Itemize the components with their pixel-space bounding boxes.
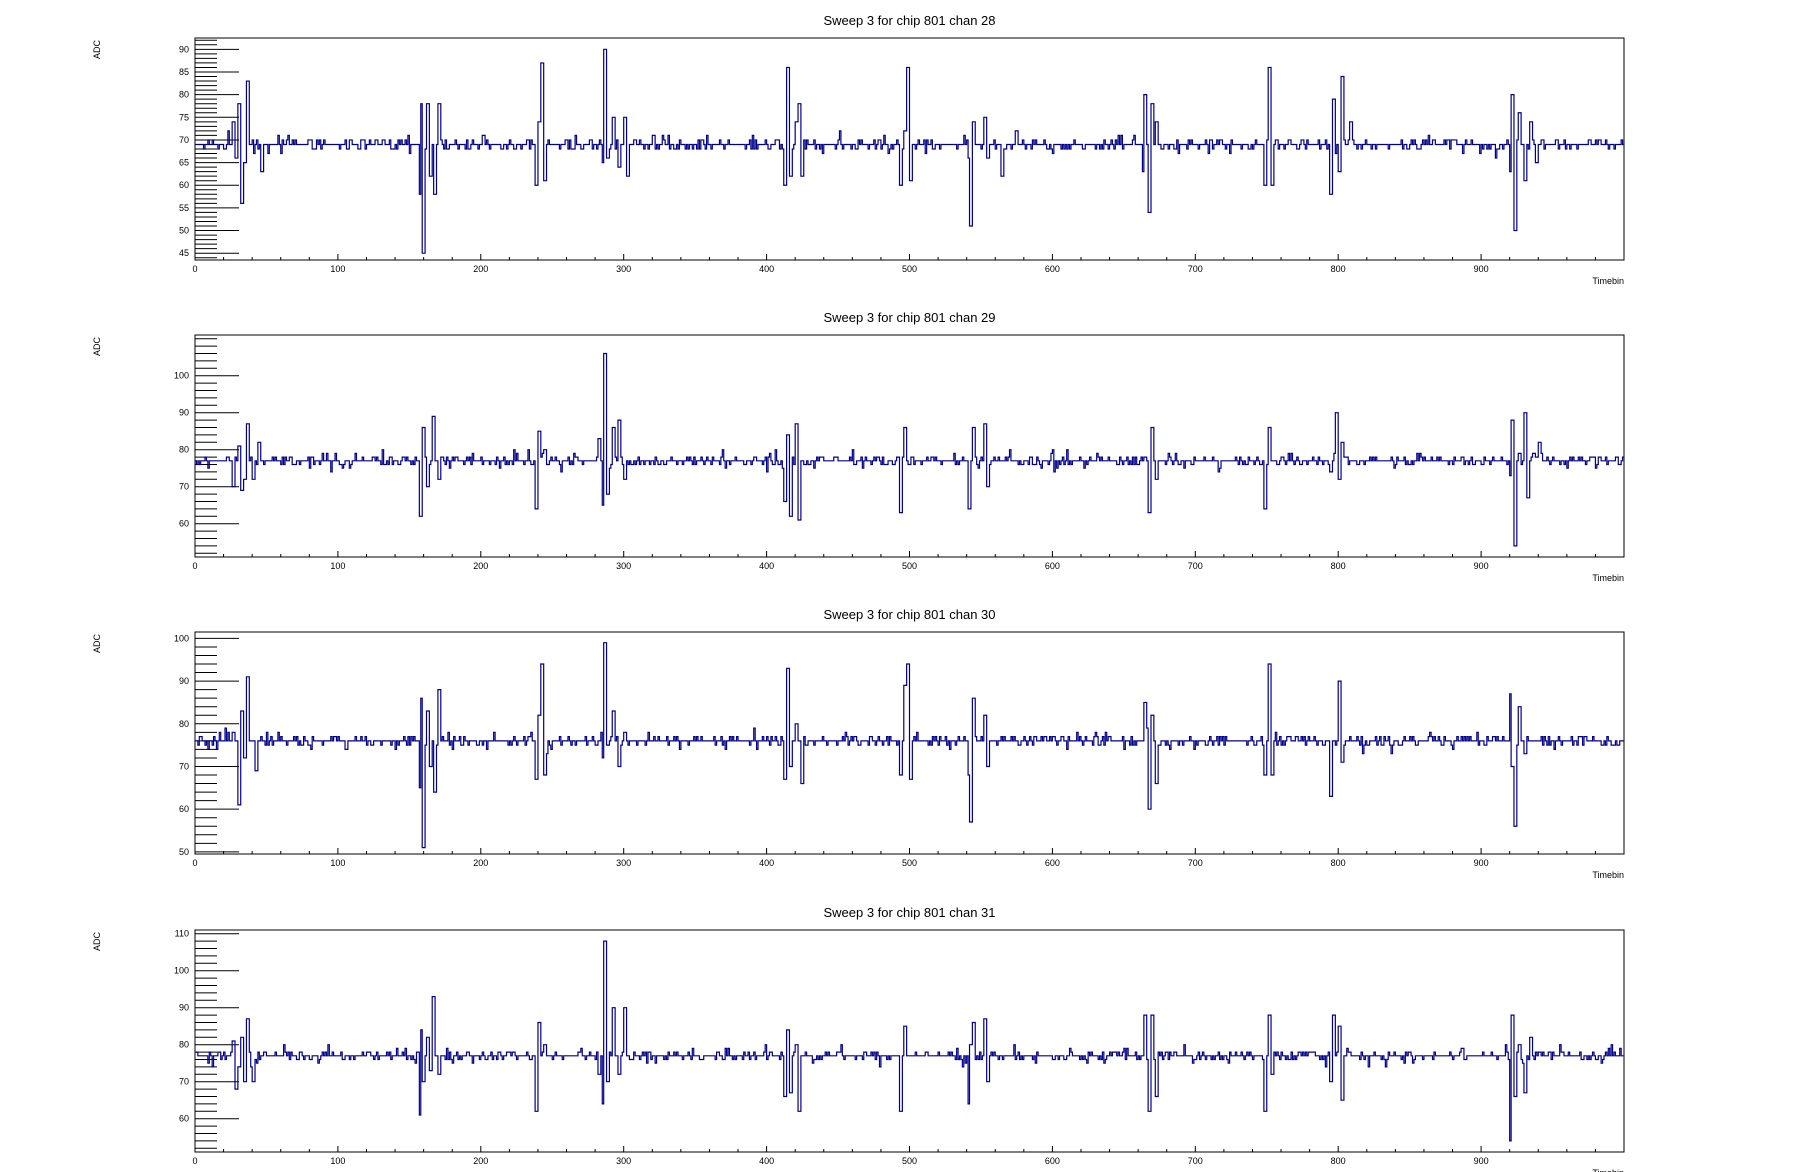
chart-title: Sweep 3 for chip 801 chan 29 [823,310,995,325]
chart-title: Sweep 3 for chip 801 chan 30 [823,607,995,622]
x-axis-label: Timebin [1592,870,1624,880]
adc-series-line [195,352,1624,547]
y-axis-label: ADC [92,40,102,60]
x-tick-label: 300 [616,561,631,571]
x-tick-label: 100 [330,561,345,571]
y-tick-label: 60 [179,519,189,529]
adc-series-line [195,642,1624,849]
x-tick-label: 400 [759,1156,774,1166]
plot-frame [194,929,1625,1153]
chart-title: Sweep 3 for chip 801 chan 28 [823,13,995,28]
x-tick-label: 600 [1045,561,1060,571]
y-tick-label: 100 [174,371,189,381]
y-tick-label: 50 [179,847,189,857]
y-tick-label: 75 [179,112,189,122]
y-tick-label: 70 [179,761,189,771]
x-tick-label: 0 [192,264,197,274]
x-tick-label: 700 [1188,561,1203,571]
chart-panel-0: Sweep 3 for chip 801 chan 28 ADC Timebin 45… [92,13,1625,286]
chart-panel-3: Sweep 3 for chip 801 chan 31 ADC Timebin 60… [92,905,1625,1172]
x-tick-label: 800 [1331,1156,1346,1166]
chart-panel-2: Sweep 3 for chip 801 chan 30 ADC Timebin 50… [92,607,1625,880]
x-tick-label: 600 [1045,858,1060,868]
y-tick-label: 60 [179,180,189,190]
x-tick-label: 900 [1474,1156,1489,1166]
y-axis-label: ADC [92,634,102,654]
x-tick-label: 400 [759,561,774,571]
y-tick-label: 70 [179,482,189,492]
x-tick-label: 700 [1188,858,1203,868]
x-tick-label: 400 [759,264,774,274]
x-tick-label: 100 [330,1156,345,1166]
x-tick-label: 500 [902,1156,917,1166]
y-tick-label: 70 [179,1077,189,1087]
y-tick-label: 45 [179,248,189,258]
x-tick-label: 300 [616,858,631,868]
y-tick-label: 90 [179,408,189,418]
x-tick-label: 900 [1474,858,1489,868]
x-tick-label: 200 [473,1156,488,1166]
x-tick-label: 300 [616,1156,631,1166]
x-tick-label: 500 [902,858,917,868]
y-tick-label: 90 [179,676,189,686]
x-tick-label: 0 [192,858,197,868]
y-tick-label: 50 [179,226,189,236]
y-tick-label: 85 [179,67,189,77]
x-axis-label: Timebin [1592,573,1624,583]
x-tick-label: 100 [330,264,345,274]
x-tick-label: 100 [330,858,345,868]
x-tick-label: 900 [1474,264,1489,274]
x-tick-label: 400 [759,858,774,868]
plot-frame [194,334,1625,558]
y-tick-label: 80 [179,90,189,100]
x-tick-label: 900 [1474,561,1489,571]
x-tick-label: 600 [1045,1156,1060,1166]
x-tick-label: 800 [1331,561,1346,571]
adc-series-line [195,940,1624,1142]
y-tick-label: 60 [179,804,189,814]
x-tick-label: 600 [1045,264,1060,274]
chart-title: Sweep 3 for chip 801 chan 31 [823,905,995,920]
x-tick-label: 300 [616,264,631,274]
y-tick-label: 60 [179,1114,189,1124]
y-tick-label: 100 [174,633,189,643]
x-tick-label: 200 [473,264,488,274]
x-tick-label: 700 [1188,1156,1203,1166]
y-tick-label: 80 [179,1040,189,1050]
y-tick-label: 65 [179,158,189,168]
y-tick-label: 80 [179,719,189,729]
x-tick-label: 500 [902,561,917,571]
y-tick-label: 70 [179,135,189,145]
y-axis-label: ADC [92,337,102,357]
y-axis-label: ADC [92,932,102,952]
x-tick-label: 800 [1331,264,1346,274]
x-tick-label: 200 [473,561,488,571]
adc-series-line [195,48,1624,254]
x-axis-label: Timebin [1592,276,1624,286]
x-tick-label: 0 [192,561,197,571]
y-tick-label: 110 [175,929,189,939]
x-tick-label: 500 [902,264,917,274]
y-tick-label: 90 [179,1003,189,1013]
chart-panel-1: Sweep 3 for chip 801 chan 29 ADC Timebin 60… [92,310,1625,583]
x-tick-label: 700 [1188,264,1203,274]
y-tick-label: 100 [174,966,189,976]
x-tick-label: 0 [192,1156,197,1166]
y-tick-label: 55 [179,203,189,213]
x-axis-label: Timebin [1592,1168,1624,1172]
x-tick-label: 200 [473,858,488,868]
y-tick-label: 90 [179,44,189,54]
x-tick-label: 800 [1331,858,1346,868]
y-tick-label: 80 [179,445,189,455]
